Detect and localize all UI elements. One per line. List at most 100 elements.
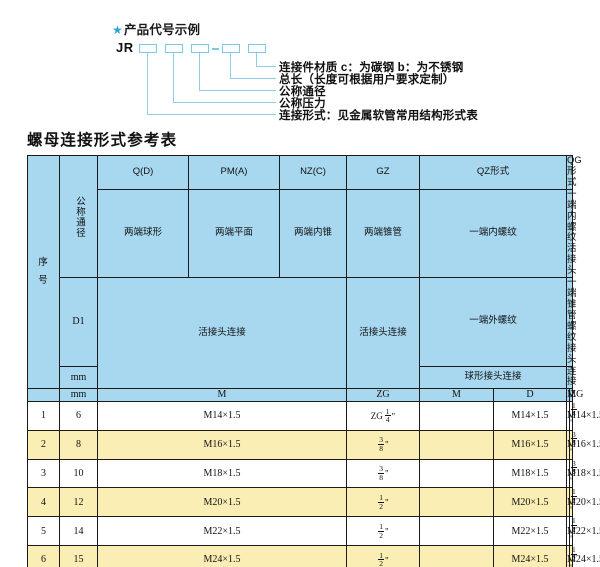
cell-thread-d-qz: M18×1.5 [492, 458, 568, 489]
leader-line-diameter-h [199, 90, 276, 92]
header-desc-pma: 两端平面 [188, 188, 280, 279]
legend-item-material: 连接件材质 c：为碳钢 b：为不锈钢 [279, 62, 464, 74]
cell-thread-zg-gz: ZG 1 4 " [346, 400, 420, 431]
leader-line-diameter-v [199, 53, 201, 90]
cell-thread-m-qg: M24×1.5 [566, 545, 600, 567]
leader-line-conntype-h [147, 114, 276, 116]
header-connect-left: 活接头连接 [97, 277, 347, 390]
header-desc-gz: 两端锥管 [346, 188, 420, 279]
header-row-desc: 两端球形 两端平面 两端内锥 两端锥管 一端内螺纹 一端内螺纹活接头 [28, 188, 577, 279]
header-nominal-diameter: 公称通径 [59, 154, 98, 279]
legend-item-connection-type: 连接形式：见金属软管常用结构形式表 [279, 110, 478, 122]
header-desc-qd: 两端球形 [97, 188, 189, 279]
leader-line-conntype-v [147, 53, 149, 114]
header-row-connect: D1 活接头连接 活接头连接 一端外螺纹 一端锥管螺纹接头 [28, 277, 577, 390]
code-box-4 [222, 44, 240, 53]
cell-thread-m-qz [419, 400, 494, 431]
header-thread-d-qz: D [492, 388, 568, 402]
cell-thread-m-qz [419, 429, 494, 460]
header-index-line1: 序 [38, 257, 49, 269]
cell-thread-d-qz: M24×1.5 [492, 545, 568, 567]
header-desc-nzc: 两端内锥 [279, 188, 347, 279]
code-box-3 [191, 44, 209, 53]
header-desc-qz-2: 一端外螺纹 [418, 277, 568, 367]
table-header: 序 号 公称通径 Q(D) PM(A) NZ(C) GZ QZ形式 QG形式 两 [27, 154, 584, 402]
header-thread-zg-gz: ZG [346, 388, 420, 402]
product-code-heading-text: 产品代号示例 [123, 23, 201, 37]
nut-connection-spec-table: 序 号 公称通径 Q(D) PM(A) NZ(C) GZ QZ形式 QG形式 两 [27, 154, 600, 567]
leader-line-pressure-h [173, 102, 276, 104]
header-index: 序 号 [27, 154, 60, 390]
cell-thread-zg-gz: 1 2 " [346, 487, 420, 518]
header-thread-zg-qg: ZG [569, 388, 584, 402]
cell-thread-zg-gz: 1 2 " [346, 545, 420, 567]
cell-index: 1 [27, 400, 60, 431]
header-row-thread: mm M ZG M D M ZG [27, 388, 584, 402]
leader-line-material-v [256, 53, 258, 66]
code-box-1 [139, 44, 157, 53]
star-icon: ★ [112, 23, 123, 37]
cell-thread-m-qz [419, 487, 494, 518]
cell-thread-m-left: M14×1.5 [97, 400, 347, 431]
cell-index: 6 [27, 545, 60, 567]
spec-table-container: 序 号 公称通径 Q(D) PM(A) NZ(C) GZ QZ形式 QG形式 两 [27, 154, 600, 567]
header-group-code-pma: PM(A) [188, 155, 280, 190]
cell-thread-m-left: M24×1.5 [97, 545, 347, 567]
cell-thread-zg-qg: 3 8 " [569, 458, 577, 489]
cell-thread-zg-qg: 3 8 " [569, 429, 577, 460]
cell-thread-zg-gz: 1 2 " [346, 516, 420, 547]
header-thread-m-qz: M [419, 388, 494, 402]
header-group-code-qg: QG形式 [566, 155, 582, 190]
header-connect-qz: 球形接头连接 [418, 365, 568, 390]
cell-thread-m-qz [419, 545, 494, 567]
page-title: 螺母连接形式参考表 [27, 130, 178, 149]
cell-index: 2 [27, 429, 60, 460]
header-nominal-diameter-text: 公称通径 [73, 195, 85, 238]
cell-thread-zg-qg: 1 4 " [569, 400, 577, 431]
cell-thread-d-qz: M22×1.5 [492, 516, 568, 547]
cell-thread-zg-qg: 12" [569, 545, 577, 567]
header-group-code-qz: QZ形式 [418, 155, 568, 190]
cell-thread-zg-gz: 3 8 " [346, 429, 420, 460]
cell-nominal-diameter: 6 [59, 400, 98, 431]
cell-nominal-diameter: 15 [59, 545, 98, 567]
product-code-heading: ★产品代号示例 [112, 19, 200, 38]
header-row-codes: 序 号 公称通径 Q(D) PM(A) NZ(C) GZ QZ形式 QG形式 [27, 154, 582, 390]
cell-index: 4 [27, 487, 60, 518]
header-desc-qg-1: 一端内螺纹活接头 [566, 188, 577, 279]
cell-thread-m-qz [419, 516, 494, 547]
leader-line-length-v [230, 53, 232, 78]
cell-thread-m-qg: M22×1.5 [566, 516, 600, 547]
product-code-diagram: ★产品代号示例 JR 连接件材质 c：为碳钢 b：为不锈钢 总长（长度可根据用户… [0, 0, 600, 128]
leader-line-material-h [256, 66, 276, 68]
header-thread-unit: mm [59, 388, 98, 402]
cell-nominal-diameter: 10 [59, 458, 98, 489]
header-connect-qg: 连接 [566, 365, 577, 390]
table-body: 16M14×1.5ZG14"M14×1.5M14×1.514"28M16×1.5… [27, 400, 600, 567]
cell-thread-d-qz: M20×1.5 [492, 487, 568, 518]
cell-nominal-diameter: 14 [59, 516, 98, 547]
legend-item-nominal-diameter: 公称通径 [279, 86, 326, 98]
cell-thread-m-qg: M20×1.5 [566, 487, 600, 518]
legend-item-total-length: 总长（长度可根据用户要求定制） [279, 74, 455, 86]
header-desc-qg-2: 一端锥管螺纹接头 [566, 277, 577, 367]
cell-thread-m-left: M16×1.5 [97, 429, 347, 460]
cell-index: 3 [27, 458, 60, 489]
product-code-prefix: JR [116, 40, 134, 55]
legend-item-nominal-pressure: 公称压力 [279, 98, 326, 110]
header-index-line2: 号 [38, 275, 49, 287]
header-diameter-d1: D1 [59, 277, 98, 367]
cell-thread-m-left: M18×1.5 [97, 458, 347, 489]
cell-thread-m-left: M22×1.5 [97, 516, 347, 547]
cell-thread-m-qz [419, 458, 494, 489]
cell-thread-m-left: M20×1.5 [97, 487, 347, 518]
header-connect-gz: 活接头连接 [346, 277, 420, 390]
header-thread-index-blank [27, 388, 60, 402]
header-desc-qz-1: 一端内螺纹 [418, 188, 568, 279]
